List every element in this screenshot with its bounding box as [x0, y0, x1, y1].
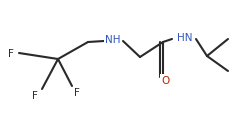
Text: O: O [161, 75, 169, 85]
Text: NH: NH [105, 35, 121, 45]
Text: F: F [74, 87, 80, 97]
Text: F: F [32, 90, 38, 100]
Text: HN: HN [177, 33, 193, 43]
Text: F: F [8, 49, 14, 58]
